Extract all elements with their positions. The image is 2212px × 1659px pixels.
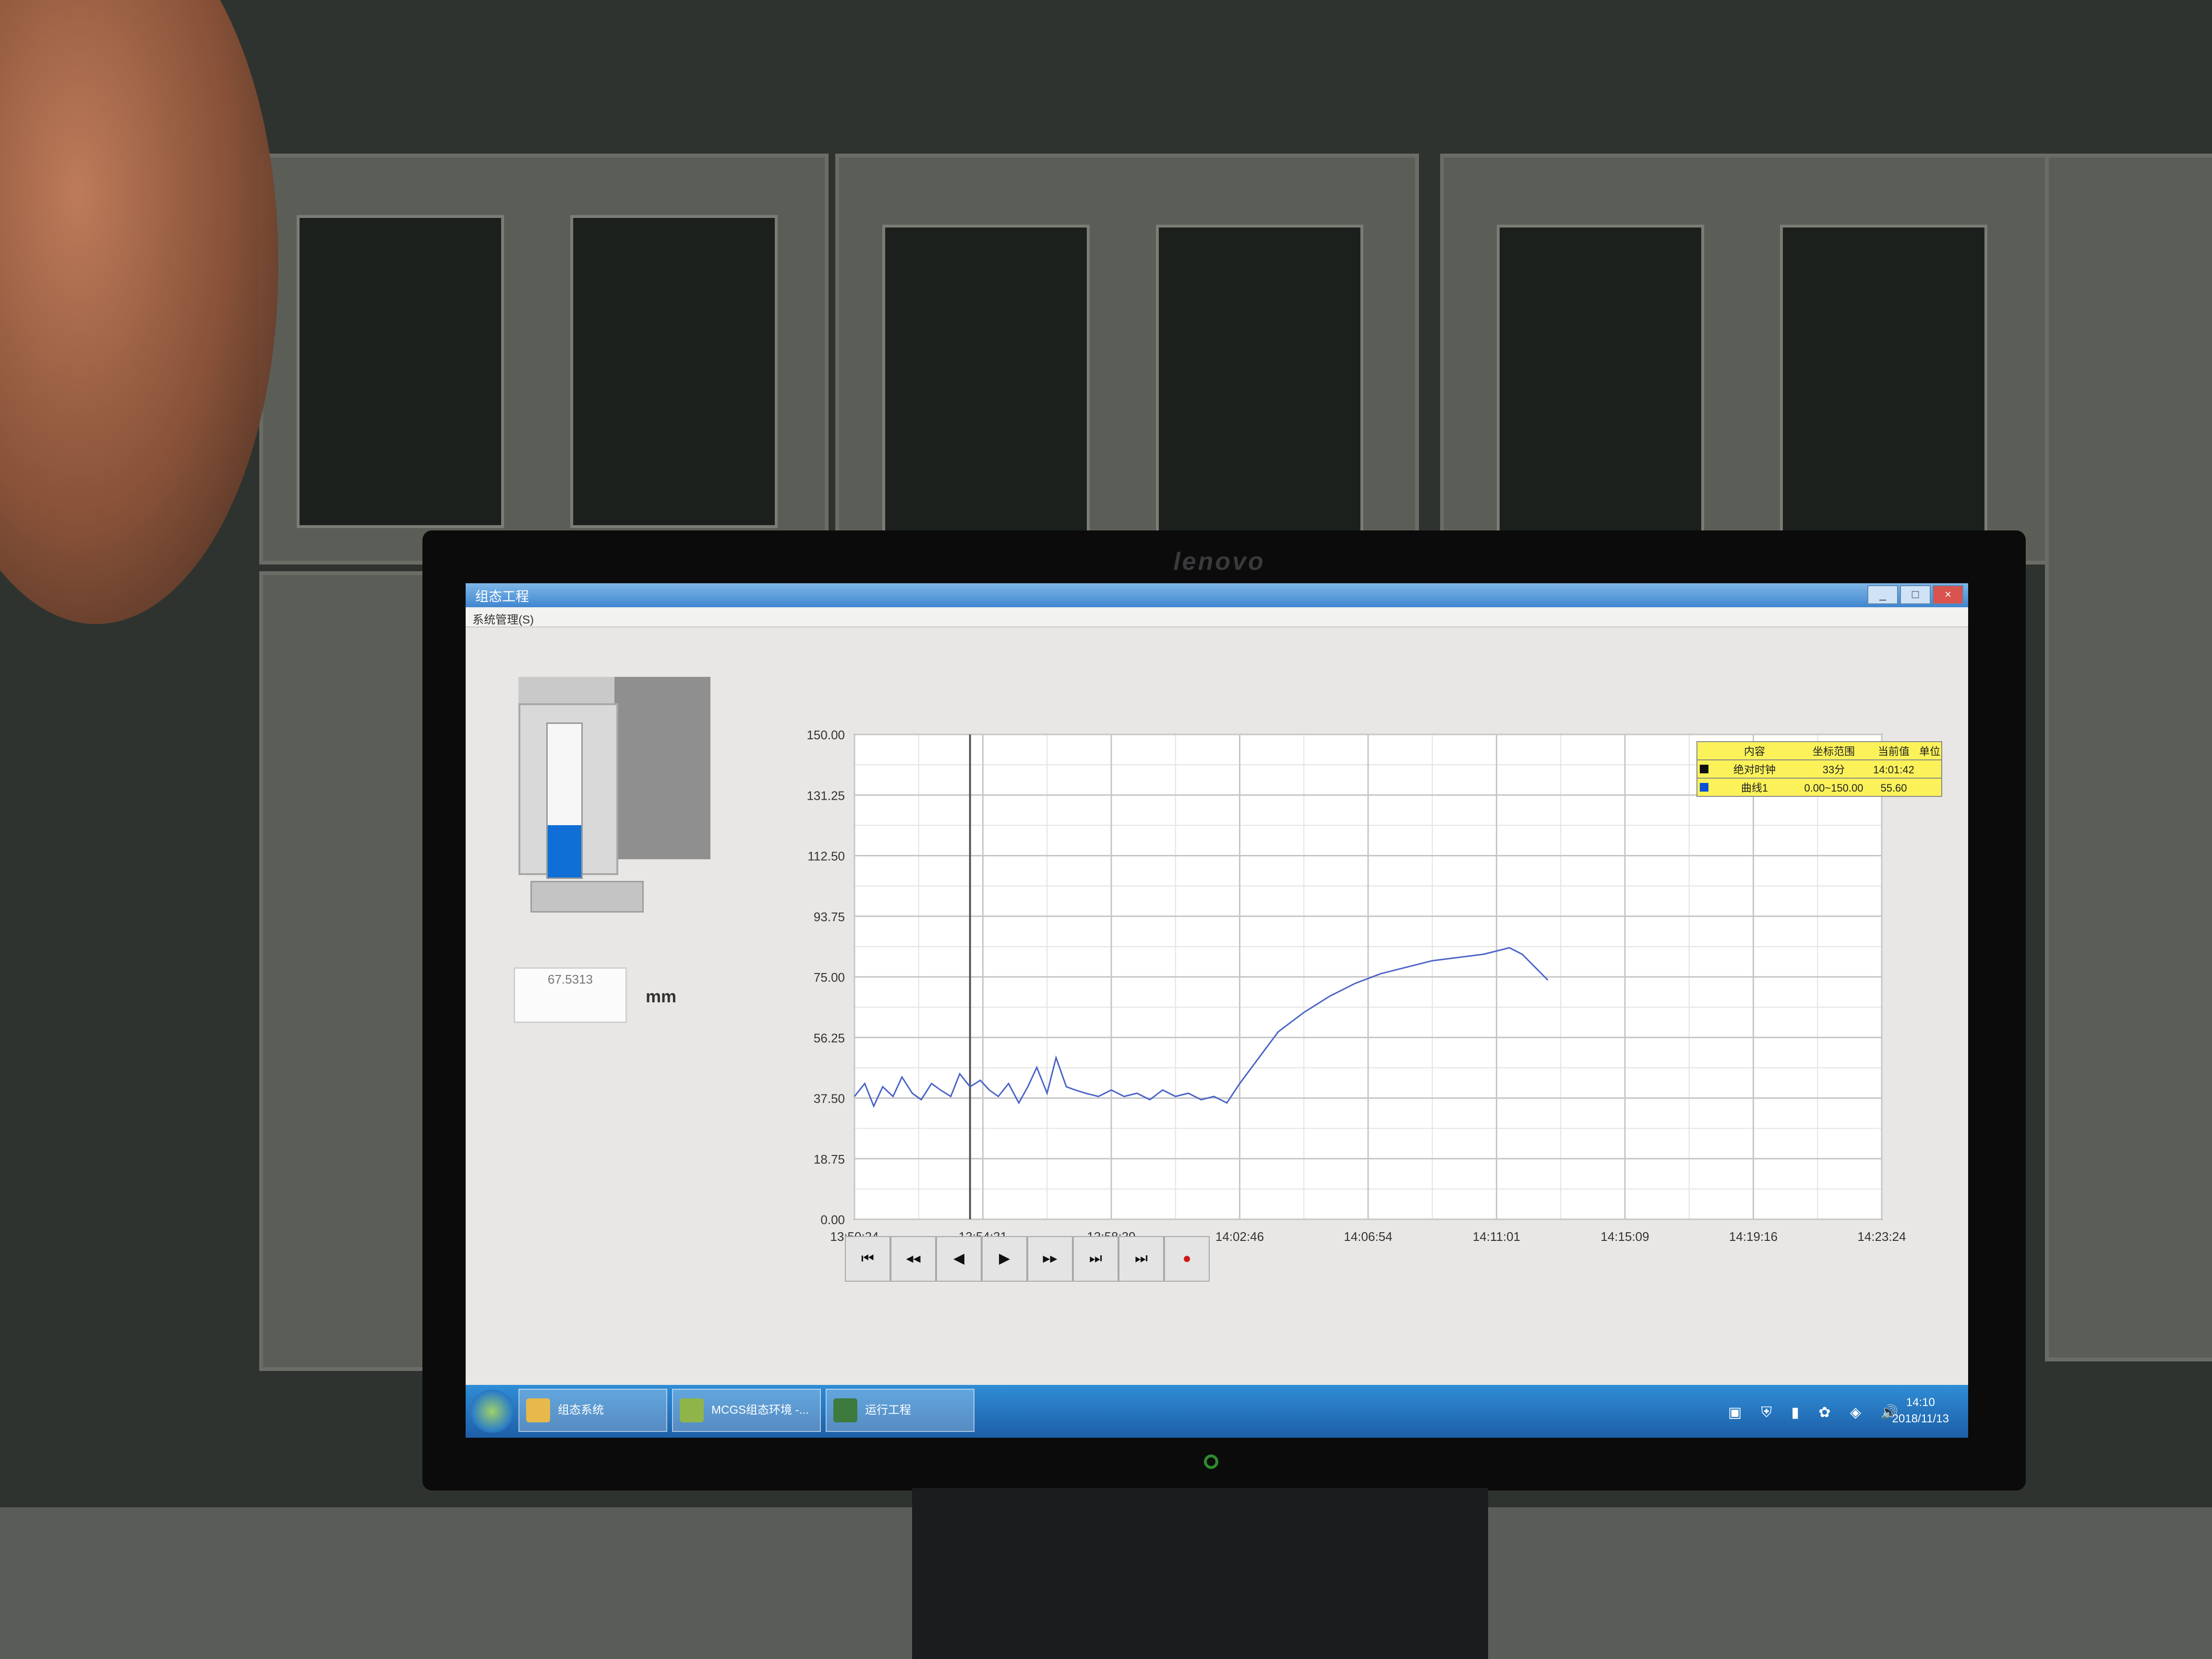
menu-bar: 系统管理(S) [466,607,1968,627]
lab-cabinet [2045,154,2212,1361]
tray-icons[interactable]: ▣ ⛨ ▮ ✿ ◈ 🔊 [1728,1405,1906,1420]
first-button[interactable]: ⏮ [845,1236,890,1282]
legend-cell: 绝对时钟 [1733,764,1776,776]
level-unit: mm [646,986,677,1006]
y-tick-label: 112.50 [807,849,845,864]
system-tray: ▣ ⛨ ▮ ✿ ◈ 🔊 14:10 2018/11/13 [1728,1395,1949,1433]
mcgs-icon [680,1398,704,1422]
clock-time: 14:10 [1906,1396,1935,1409]
legend-table [1696,741,1942,797]
cabinet-door [882,225,1090,538]
legend-header: 单位 [1919,745,1940,757]
legend-cell: 14:01:42 [1873,764,1914,776]
legend-cell: 曲线1 [1741,782,1768,794]
step-back-button[interactable]: ◀ [936,1236,982,1282]
menu-system[interactable]: 系统管理(S) [472,613,534,626]
taskbar-item[interactable]: 运行工程 [826,1389,974,1432]
tank-side [614,677,710,859]
trend-chart: 150.00 131.25 112.50 93.75 75.00 56.25 37.50 18… [806,728,1942,1244]
cabinet-door [297,215,504,528]
start-button[interactable] [470,1390,514,1433]
tank-base [530,881,644,913]
taskbar-item[interactable]: 组态系统 [518,1389,667,1432]
lab-cabinet [259,154,829,565]
y-tick-label: 75.00 [814,970,845,985]
cabinet-door [1780,225,1987,538]
last-button[interactable]: ⏭ [1073,1236,1118,1282]
runtime-icon [833,1398,857,1422]
y-tick-label: 131.25 [806,788,845,803]
x-tick-label: 14:06:54 [1344,1229,1392,1244]
folder-icon [526,1398,550,1422]
x-tick-label: 14:23:24 [1857,1229,1906,1244]
legend-swatch [1700,783,1708,792]
legend-swatch [1700,765,1708,773]
x-tick-label: 14:02:46 [1215,1229,1264,1244]
screen: 组态工程 _ □ × 系统管理(S) 67.5313 mm 150.00 131.… [466,583,1968,1438]
legend-header: 内容 [1744,745,1765,757]
y-tick-label: 56.25 [814,1031,845,1045]
window-titlebar[interactable]: 组态工程 _ □ × [466,583,1968,607]
monitor-stand [912,1488,1488,1659]
monitor-brand-logo: lenovo [1173,548,1265,576]
lab-cabinet [259,571,440,1371]
taskbar-item-label: MCGS组态环境 -... [711,1404,809,1417]
cabinet-door [570,215,778,528]
x-tick-label: 14:19:16 [1729,1229,1778,1244]
lab-cabinet [1440,154,2053,565]
maximize-button[interactable]: □ [1900,585,1931,604]
taskbar-item-label: 运行工程 [865,1404,911,1417]
taskbar: 组态系统 MCGS组态环境 -... 运行工程 ▣ ⛨ ▮ ✿ ◈ 🔊 14:1… [466,1385,1968,1438]
lab-cabinet [835,154,1419,565]
x-tick-label: 14:15:09 [1600,1229,1649,1244]
y-tick-label: 37.50 [814,1092,845,1106]
tank-level-gauge [546,722,583,879]
stop-button[interactable]: ● [1164,1236,1210,1282]
step-forward-button[interactable]: ▶ [982,1236,1027,1282]
clock[interactable]: 14:10 2018/11/13 [1892,1395,1949,1427]
series-line [854,947,1549,1108]
window-title: 组态工程 [475,589,529,604]
cabinet-door [1497,225,1704,538]
legend-cell: 0.00~150.00 [1804,782,1863,794]
taskbar-item[interactable]: MCGS组态环境 -... [672,1389,821,1432]
y-tick-label: 18.75 [814,1152,845,1166]
legend-header: 坐标范围 [1813,745,1855,757]
y-tick-label: 0.00 [820,1213,845,1227]
y-tick-label: 150.00 [806,728,845,742]
level-value-display: 67.5313 [514,967,627,1023]
cabinet-door [1156,225,1363,538]
window-controls: _ □ × [1867,585,1963,604]
power-icon[interactable] [1204,1455,1218,1469]
clock-date: 2018/11/13 [1892,1412,1949,1425]
tank-level-fill [548,825,581,878]
x-tick-label: 14:11:01 [1473,1229,1520,1244]
legend-header: 当前值 [1878,745,1910,757]
minimize-button[interactable]: _ [1867,585,1898,604]
jump-button[interactable]: ⏭ [1118,1236,1164,1282]
y-tick-label: 93.75 [814,910,845,924]
close-button[interactable]: × [1933,585,1963,604]
page-forward-button[interactable]: ▸▸ [1027,1236,1073,1282]
chart-nav-toolbar: ⏮ ◂◂ ◀ ▶ ▸▸ ⏭ ⏭ ● [845,1236,1210,1282]
legend-cell: 33分 [1823,764,1845,776]
taskbar-item-label: 组态系统 [558,1404,604,1417]
page-back-button[interactable]: ◂◂ [890,1236,936,1282]
legend-cell: 55.60 [1880,782,1907,794]
